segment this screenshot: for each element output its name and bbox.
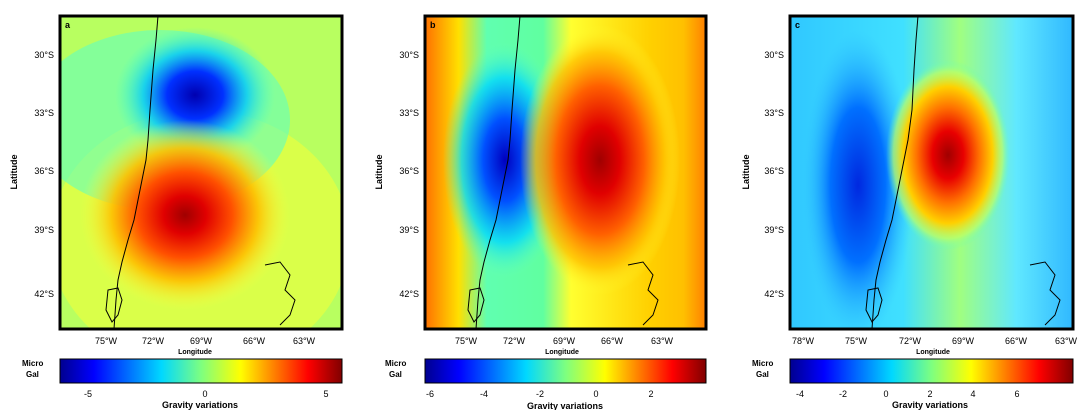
lon-tick: 75°W [845,336,868,346]
coastline-east [627,261,659,326]
island-outline [865,287,883,323]
panel-a-ylabel: Latitude [9,155,19,190]
colorbar-tick: 6 [1014,389,1019,399]
lon-tick: 66°W [601,336,624,346]
colorbar-tick: 0 [593,389,598,399]
coastline [475,16,521,329]
colorbar-unit: Gal [389,370,402,379]
colorbar-tick: 4 [970,389,975,399]
lon-tick: 66°W [243,336,266,346]
colorbar-title: Gravity variations [162,400,238,410]
panel-b-xlabel: Longitude [545,349,579,356]
panel-b-lat-ticks: 30°S 33°S 36°S 39°S 42°S [399,50,419,299]
island-outline [467,287,485,323]
panel-c-colorbar: Micro Gal -4 -2 0 2 4 6 Gravity variatio… [752,358,1074,410]
panel-c-xlabel: Longitude [916,349,950,356]
colorbar-unit: Gal [26,370,39,379]
panel-b: b 30°S 33°S 36°S 39°S 42°S 75°W 72°W 69°… [374,14,708,410]
panel-a-lat-ticks: 30°S 33°S 36°S 39°S 42°S [34,50,54,299]
lon-tick: 69°W [190,336,213,346]
lon-tick: 63°W [1055,336,1078,346]
coastline-east [264,261,296,326]
coastline [113,16,159,329]
lon-tick: 78°W [792,336,815,346]
lon-tick: 75°W [455,336,478,346]
colorbar-tick: 2 [927,389,932,399]
colorbar-tick: -2 [839,389,847,399]
panel-c-ylabel: Latitude [741,155,751,190]
colorbar-tick: 0 [202,389,207,399]
panel-b-label: b [430,20,436,30]
panel-a-lon-ticks: 75°W 72°W 69°W 66°W 63°W [95,336,316,346]
panel-a-field [60,16,342,329]
colorbar-scale [789,358,1074,384]
coastline [871,16,919,329]
panel-c-field [790,16,1073,329]
panel-b-ylabel: Latitude [374,155,384,190]
colorbar-tick: -4 [796,389,804,399]
lat-tick: 33°S [764,108,784,118]
lat-tick: 42°S [399,289,419,299]
lat-tick: 36°S [399,166,419,176]
panel-c-lon-ticks: 78°W 75°W 72°W 69°W 66°W 63°W [792,336,1078,346]
colorbar-tick: -4 [480,389,488,399]
lon-tick: 72°W [899,336,922,346]
colorbar-tick: -2 [536,389,544,399]
colorbar-title: Gravity variations [527,401,603,410]
lat-tick: 39°S [34,225,54,235]
lat-tick: 36°S [34,166,54,176]
lon-tick: 72°W [142,336,165,346]
panel-c: c 30°S 33°S 36°S 39°S 42°S 78°W 75°W 72°… [741,14,1078,410]
lon-tick: 69°W [952,336,975,346]
lat-tick: 30°S [764,50,784,60]
lon-tick: 72°W [503,336,526,346]
island-outline [105,287,123,323]
panel-c-label: c [795,20,800,30]
colorbar-title: Gravity variations [892,400,968,410]
lat-tick: 33°S [34,108,54,118]
colorbar-scale [59,358,343,384]
panel-a-colorbar: Micro Gal -5 0 5 Gravity variations [22,358,343,410]
lat-tick: 39°S [399,225,419,235]
colorbar-unit: Micro [22,359,43,368]
colorbar-tick: -6 [426,389,434,399]
colorbar-tick: 5 [323,389,328,399]
colorbar-unit: Micro [385,359,406,368]
panel-b-field [425,16,706,329]
coastline-east [1029,261,1061,326]
lat-tick: 39°S [764,225,784,235]
lon-tick: 63°W [651,336,674,346]
panel-a-xlabel: Longitude [178,349,212,356]
panel-c-lat-ticks: 30°S 33°S 36°S 39°S 42°S [764,50,784,299]
lat-tick: 36°S [764,166,784,176]
lon-tick: 75°W [95,336,118,346]
lat-tick: 42°S [764,289,784,299]
lon-tick: 63°W [293,336,316,346]
colorbar-tick: 0 [883,389,888,399]
colorbar-unit: Micro [752,359,773,368]
panel-b-colorbar: Micro Gal -6 -4 -2 0 2 Gravity variation… [385,358,707,410]
lat-tick: 30°S [34,50,54,60]
colorbar-scale [424,358,707,384]
colorbar-unit: Gal [756,370,769,379]
colorbar-tick: 2 [648,389,653,399]
colorbar-tick: -5 [84,389,92,399]
panel-b-lon-ticks: 75°W 72°W 69°W 66°W 63°W [455,336,674,346]
panel-c-frame [788,14,1075,331]
panel-a-label: a [65,20,71,30]
lat-tick: 33°S [399,108,419,118]
lat-tick: 42°S [34,289,54,299]
lon-tick: 69°W [553,336,576,346]
lon-tick: 66°W [1005,336,1028,346]
lat-tick: 30°S [399,50,419,60]
panel-b-frame [423,14,708,331]
panel-a-frame [58,14,344,331]
panel-a: a 30°S 33°S 36°S 39°S 42°S 75°W 72°W 69°… [9,14,344,410]
